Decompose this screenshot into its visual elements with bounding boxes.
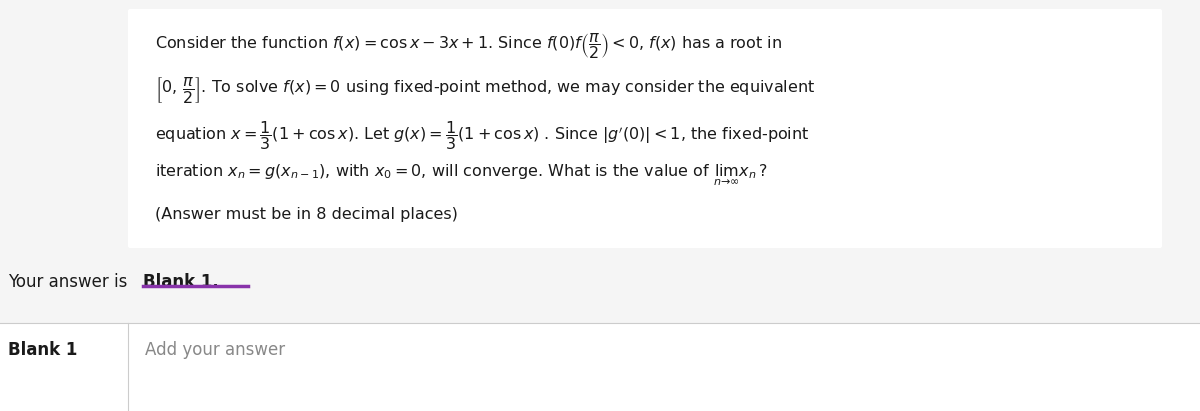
- FancyBboxPatch shape: [0, 323, 1200, 411]
- Text: Add your answer: Add your answer: [145, 341, 286, 359]
- Text: Blank 1.: Blank 1.: [143, 273, 218, 291]
- Text: Consider the function $f(x) = \cos x - 3x + 1$. Since $f(0)f\left(\dfrac{\pi}{2}: Consider the function $f(x) = \cos x - 3…: [155, 31, 782, 61]
- Text: (Answer must be in 8 decimal places): (Answer must be in 8 decimal places): [155, 207, 458, 222]
- Text: iteration $x_n = g(x_{n-1})$, with $x_0 = 0$, will converge. What is the value o: iteration $x_n = g(x_{n-1})$, with $x_0 …: [155, 163, 768, 188]
- Text: Your answer is: Your answer is: [8, 273, 133, 291]
- Text: Blank 1: Blank 1: [8, 341, 77, 359]
- Text: equation $x = \dfrac{1}{3}(1 + \cos x)$. Let $g(x) = \dfrac{1}{3}(1 + \cos x)$ .: equation $x = \dfrac{1}{3}(1 + \cos x)$.…: [155, 119, 810, 152]
- FancyBboxPatch shape: [128, 9, 1162, 248]
- Text: $\left[0,\, \dfrac{\pi}{2}\right]$. To solve $f(x) = 0$ using fixed-point method: $\left[0,\, \dfrac{\pi}{2}\right]$. To s…: [155, 75, 815, 105]
